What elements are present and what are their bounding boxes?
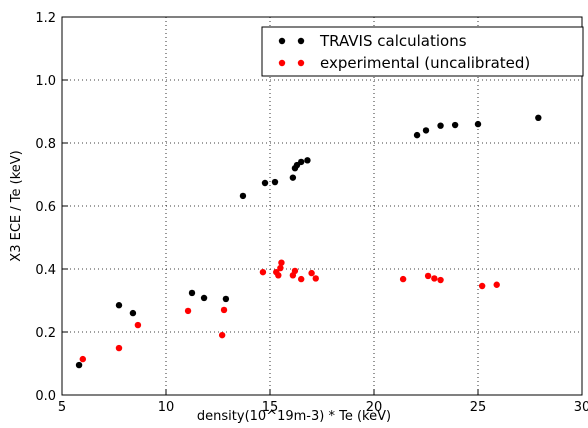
x-tick-label: 25 [470,400,487,415]
point [478,282,486,290]
point [259,268,267,276]
y-tick-label: 1.2 [35,11,56,26]
point [115,344,123,352]
x-tick-label: 30 [574,400,588,415]
point [437,276,444,284]
point [308,269,315,277]
plot-frame [61,16,583,396]
x-tick-label: 5 [58,400,66,415]
point [218,331,226,339]
x-tick-label: 15 [262,400,279,415]
y-tick-label: 1.0 [35,74,56,89]
point [291,267,299,275]
point [200,294,208,302]
point [312,275,319,282]
legend-label: experimental (uncalibrated) [320,54,530,72]
y-axis-label: X3 ECE / Te (keV) [9,150,24,261]
point [222,295,230,303]
legend-marker [297,59,305,67]
point [75,361,83,369]
point [134,321,142,329]
point [220,306,228,314]
point [188,289,196,297]
point [115,302,123,309]
point [413,131,421,139]
point [493,281,500,288]
point [298,158,305,166]
y-tick-label: 0.6 [35,200,56,215]
point [278,259,285,266]
legend-marker [278,59,286,67]
x-tick-label: 10 [158,400,175,415]
point [431,275,438,282]
legend-marker [278,37,286,45]
point [298,275,305,283]
point [474,120,482,128]
legend-marker [297,37,305,45]
point [451,121,459,129]
point [275,272,282,279]
point [261,179,269,187]
point [437,122,444,129]
x-tick-label: 20 [366,400,383,415]
y-tick-label: 0.4 [35,263,56,278]
point [535,114,542,122]
y-tick-label: 0.8 [35,137,56,152]
point [239,192,247,200]
point [79,355,87,363]
point [129,309,137,317]
y-tick-label: 0.2 [35,326,56,341]
point [304,157,311,164]
point [277,264,284,272]
legend-box [261,26,584,77]
point [424,272,432,280]
point [422,127,430,134]
point [289,174,297,181]
point [184,307,192,315]
legend-label: TRAVIS calculations [319,32,467,50]
x-axis-label: density(10^19m-3) * Te (keV) [197,409,391,424]
y-tick-label: 0.0 [35,389,56,404]
point [399,275,407,283]
point [271,178,279,186]
